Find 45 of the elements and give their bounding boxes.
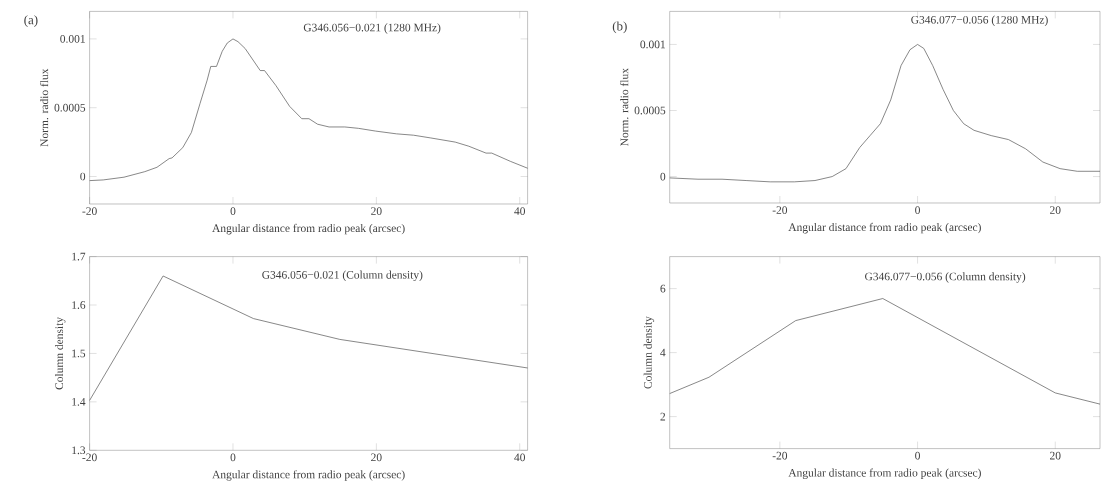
x-axis-title: Angular distance from radio peak (arcsec) [788,222,981,234]
chart-title: G346.077−0.056 (1280 MHz) [911,15,1048,26]
x-tick-label: 40 [514,207,526,215]
x-tick-label: 20 [371,453,382,462]
y-tick-label: 1.7 [72,252,86,261]
text: G346.056−0.021 (Column density) [262,270,423,282]
x-tick-label: 20 [1050,206,1061,214]
y-tick-label: 1.5 [72,349,86,358]
y-axis-title: Norm. radio flux [40,68,49,147]
text: G346.056−0.021 (1280 MHz) [303,23,441,34]
y-tick-label: 0 [80,172,86,181]
y-tick-label: 1.4 [72,398,86,406]
y-tick-label: 1.3 [72,446,86,455]
line-series [89,38,528,181]
y-axis-title: Column density [643,316,655,389]
x-tick-label: -20 [82,453,97,462]
x-tick-label: -20 [772,451,788,460]
y-tick-label: 6 [660,284,666,293]
x-tick-label: -20 [82,207,97,215]
y-tick-label: 1.6 [72,301,86,309]
y-tick-label: 0.001 [640,40,665,49]
text: (b) [612,21,627,34]
y-tick-label: 2 [660,412,666,421]
x-tick-label: 20 [371,207,382,215]
y-tick-label: 0.0005 [634,106,666,115]
x-tick-label: 0 [230,207,236,215]
y-axis-title: Column density [55,317,66,390]
x-axis-title: Angular distance from radio peak (arcsec) [788,468,981,479]
x-tick-label: 0 [230,453,236,462]
x-axis-title: Angular distance from radio peak (arcsec) [212,223,405,235]
y-tick-label: 0.001 [60,35,85,43]
line-series [669,298,1101,405]
y-tick-label: 0.0005 [54,103,86,112]
y-tick-label: 4 [660,348,666,357]
line-series [669,44,1101,183]
text: (a) [24,15,38,27]
x-tick-label: 40 [514,453,526,462]
x-tick-label: -20 [772,206,788,214]
x-tick-label: 0 [915,451,920,460]
x-tick-label: 0 [915,206,920,214]
text: G346.077−0.056 (Column density) [865,272,1026,283]
x-tick-label: 20 [1050,451,1061,460]
y-tick-label: 0 [660,172,666,181]
y-axis-title: Norm. radio flux [620,68,629,146]
x-axis-title: Angular distance from radio peak (arcsec) [212,470,405,481]
